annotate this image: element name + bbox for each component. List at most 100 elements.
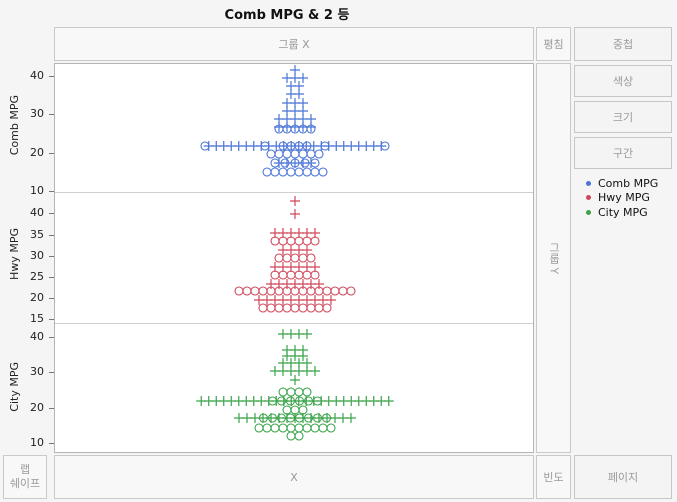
circle-marker [294, 413, 305, 423]
circle-marker [312, 413, 323, 423]
circle-marker [270, 423, 280, 433]
y-tick-mark [49, 443, 54, 444]
y-tick-mark [49, 114, 54, 115]
overlay-zone[interactable]: 평침 [536, 27, 571, 61]
group-y-label: 그룹 Y [547, 241, 561, 275]
y-tick-label: 40 [30, 330, 44, 343]
circle-marker [294, 236, 304, 246]
circle-marker [280, 158, 290, 168]
overlay-button-label: 중첩 [612, 38, 634, 51]
legend-item-hwy: Hwy MPG [586, 191, 650, 204]
panel-divider [55, 192, 533, 193]
circle-marker [306, 124, 316, 134]
y-axis-label-comb: Comb MPG [8, 95, 21, 156]
plus-marker [310, 366, 320, 376]
circle-marker [302, 423, 312, 433]
circle-marker [320, 141, 330, 151]
circle-marker [276, 413, 287, 423]
circle-marker [267, 413, 278, 423]
circle-marker [312, 396, 323, 406]
circle-marker [286, 387, 296, 397]
circle-marker [267, 396, 278, 406]
legend-item-comb: Comb MPG [586, 177, 658, 190]
circle-marker [276, 396, 287, 406]
page-button-label: 페이지 [607, 471, 639, 484]
circle-marker [380, 141, 390, 151]
circle-marker [250, 286, 260, 296]
circle-marker [314, 303, 324, 313]
circle-marker [302, 167, 312, 177]
circle-marker [310, 167, 320, 177]
freq-zone[interactable]: 빈도 [536, 455, 571, 499]
circle-marker [274, 253, 284, 263]
y-tick-label: 20 [30, 291, 44, 304]
y-tick-mark [49, 337, 54, 338]
circle-marker [300, 158, 310, 168]
circle-marker [294, 167, 304, 177]
circle-marker [290, 149, 300, 159]
y-tick-mark [49, 235, 54, 236]
y-tick-label: 10 [30, 184, 44, 197]
circle-marker [282, 149, 292, 159]
points-layer [196, 65, 394, 441]
circle-marker [254, 423, 264, 433]
legend-dot-comb [586, 181, 591, 186]
y-tick-label: 40 [30, 206, 44, 219]
circle-marker [286, 167, 296, 177]
y-tick-mark [49, 372, 54, 373]
circle-marker [274, 149, 284, 159]
circle-marker [258, 303, 268, 313]
circle-marker [298, 149, 308, 159]
circle-marker [278, 270, 288, 280]
x-zone[interactable]: X [54, 455, 534, 499]
y-tick-mark [49, 298, 54, 299]
circle-marker [310, 423, 320, 433]
wrap-zone[interactable]: 랩 쉐이프 [3, 455, 47, 499]
circle-marker [274, 303, 284, 313]
interval-button[interactable]: 구간 [574, 137, 672, 169]
circle-marker [285, 413, 296, 423]
color-button[interactable]: 색상 [574, 65, 672, 97]
size-button[interactable]: 크기 [574, 101, 672, 133]
circle-marker [306, 149, 316, 159]
circle-marker [262, 423, 272, 433]
freq-zone-label: 빈도 [543, 471, 564, 484]
circle-marker [290, 303, 300, 313]
group-y-zone[interactable]: 그룹 Y [536, 63, 571, 453]
circle-marker [310, 270, 320, 280]
circle-marker [322, 303, 332, 313]
circle-marker [278, 236, 288, 246]
circle-marker [278, 387, 288, 397]
circle-marker [242, 286, 252, 296]
circle-marker [258, 413, 269, 423]
y-tick-label: 30 [30, 107, 44, 120]
y-tick-label: 20 [30, 401, 44, 414]
plot-area[interactable] [54, 63, 534, 453]
circle-marker [346, 286, 356, 296]
circle-marker [285, 396, 296, 406]
y-tick-mark [49, 256, 54, 257]
circle-marker [298, 253, 308, 263]
circle-marker [326, 423, 336, 433]
chart-title: Comb MPG & 2 등 [224, 8, 350, 23]
plus-marker [294, 89, 304, 99]
legend-label-hwy: Hwy MPG [598, 191, 650, 204]
circle-marker [282, 253, 292, 263]
circle-marker [286, 270, 296, 280]
y-tick-label: 10 [30, 436, 44, 449]
plus-marker [302, 245, 312, 255]
y-tick-label: 15 [30, 312, 44, 325]
y-tick-mark [49, 408, 54, 409]
legend-label-city: City MPG [598, 206, 648, 219]
circle-marker [282, 405, 292, 415]
group-x-zone[interactable]: 그룹 X [54, 27, 534, 61]
plus-marker [326, 295, 336, 305]
y-tick-label: 35 [30, 228, 44, 241]
legend-label-comb: Comb MPG [598, 177, 659, 190]
circle-marker [290, 158, 300, 168]
overlay-zone-label: 평침 [543, 38, 564, 51]
circle-marker [322, 286, 332, 296]
overlay-button[interactable]: 중첩 [574, 27, 672, 61]
page-button[interactable]: 페이지 [574, 455, 672, 499]
wrap-zone-label: 랩 쉐이프 [9, 463, 41, 490]
